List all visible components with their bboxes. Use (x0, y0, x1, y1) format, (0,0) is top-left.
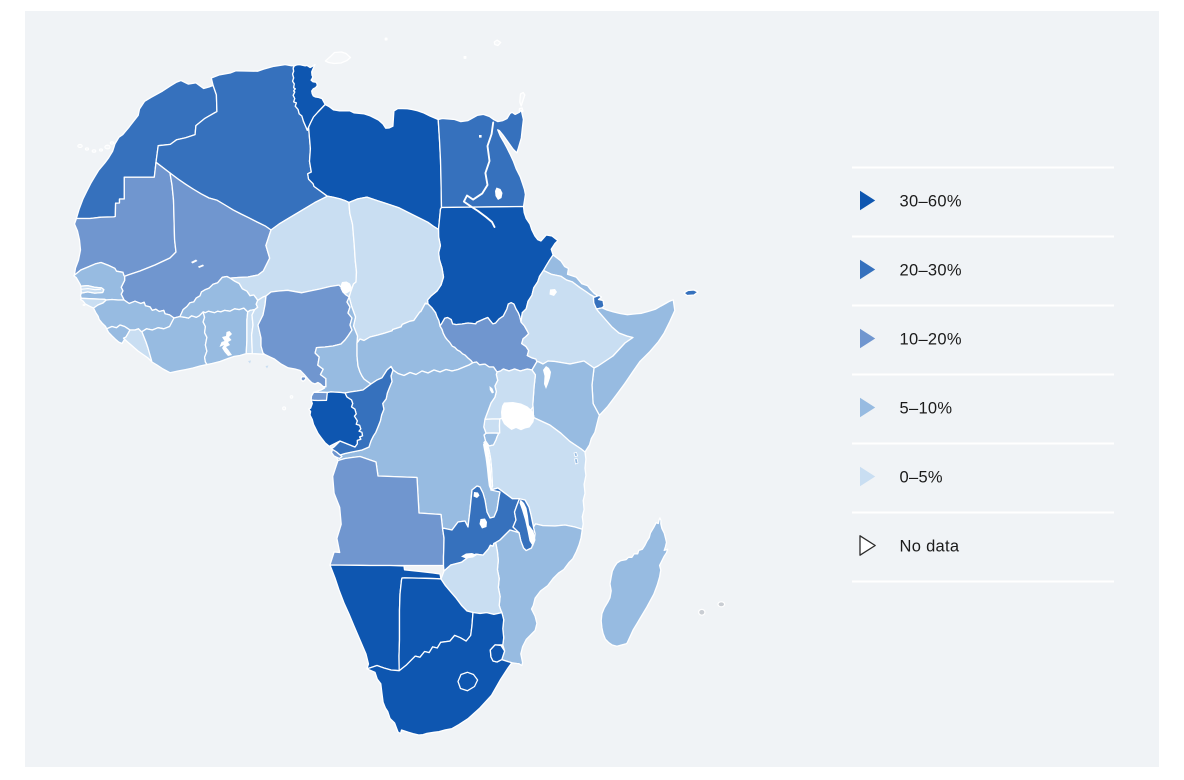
svg-text:No data: No data (900, 537, 960, 555)
svg-text:0–5%: 0–5% (900, 468, 943, 486)
svg-text:30–60%: 30–60% (900, 192, 962, 210)
svg-text:5–10%: 5–10% (900, 399, 953, 417)
svg-text:10–20%: 10–20% (900, 330, 962, 348)
svg-text:20–30%: 20–30% (900, 261, 962, 279)
